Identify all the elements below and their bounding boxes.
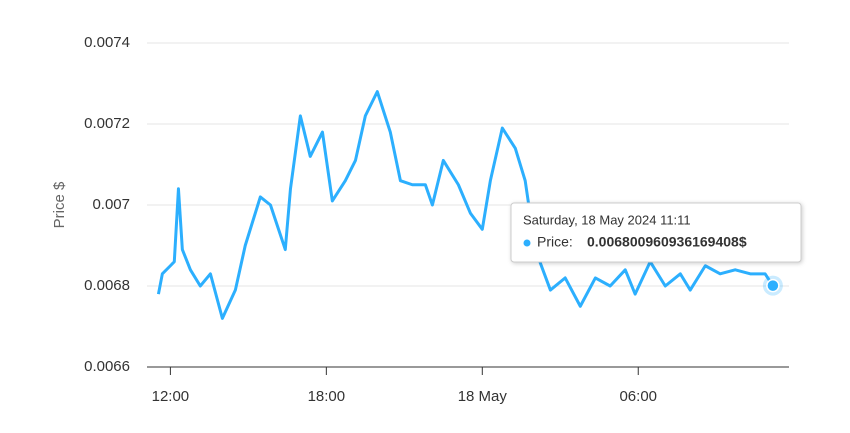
y-tick-label: 0.0072	[84, 115, 130, 132]
y-tick-label: 0.007	[92, 196, 130, 213]
x-tick-label: 18 May	[458, 388, 508, 405]
tooltip-title: Saturday, 18 May 2024 11:11	[523, 212, 691, 227]
y-tick-label: 0.0074	[84, 34, 130, 51]
tooltip-value: 0.006800960936169408$	[587, 234, 747, 250]
y-tick-label: 0.0068	[84, 277, 130, 294]
x-tick-label: 12:00	[152, 388, 190, 405]
tooltip-label: Price:	[537, 234, 573, 250]
x-tick-label: 06:00	[619, 388, 657, 405]
tooltip-marker	[523, 239, 531, 247]
tooltip: Saturday, 18 May 2024 11:11 Price: 0.00680…	[510, 202, 802, 263]
hover-point	[766, 278, 780, 293]
y-axis-title: Price $	[51, 181, 68, 228]
x-tick-label: 18:00	[308, 388, 346, 405]
y-tick-label: 0.0066	[84, 358, 130, 375]
tooltip-box	[510, 202, 802, 263]
